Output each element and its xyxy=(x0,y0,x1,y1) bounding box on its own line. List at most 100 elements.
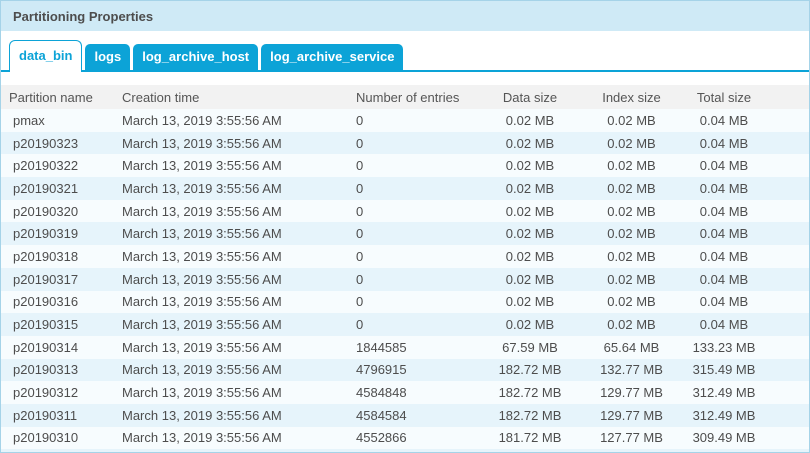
cell: 0.02 MB xyxy=(505,294,555,310)
cell: March 13, 2019 3:55:56 AM xyxy=(122,271,282,287)
cell: p20190314 xyxy=(13,339,79,355)
table-row: p20190321 March 13, 2019 3:55:56 AM 0 0.02 … xyxy=(1,177,809,200)
column-header-total-size: Total size xyxy=(684,85,809,109)
tab-log_archive_service[interactable]: log_archive_service xyxy=(261,44,404,70)
column-header-index-size: Index size xyxy=(579,85,684,109)
table-row: p20190322 March 13, 2019 3:55:56 AM 0 0.02 … xyxy=(1,154,809,178)
cell: p20190310 xyxy=(13,430,79,446)
cell: March 13, 2019 3:55:56 AM xyxy=(122,226,282,242)
cell: 0 xyxy=(356,135,364,151)
cell: 0 xyxy=(356,226,364,242)
cell: 315.49 MB xyxy=(692,362,756,378)
cell xyxy=(579,449,684,452)
cell: 0 xyxy=(356,112,364,128)
cell: 0.02 MB xyxy=(607,271,656,287)
cell: 1844585 xyxy=(356,339,407,355)
tab-data_bin[interactable]: data_bin xyxy=(9,40,83,72)
cell: March 13, 2019 3:55:56 AM xyxy=(122,248,282,264)
cell: p20190320 xyxy=(13,203,79,219)
cell: 4552866 xyxy=(356,430,407,446)
cell: 0.04 MB xyxy=(699,135,749,151)
partial-row xyxy=(1,449,809,452)
cell: 4796915 xyxy=(356,362,407,378)
cell: p20190311 xyxy=(13,407,78,423)
cell: 133.23 MB xyxy=(692,339,756,355)
tab-log_archive_host[interactable]: log_archive_host xyxy=(133,44,259,70)
cell xyxy=(116,449,348,452)
partitions-table: Partition name Creation time Number of ent… xyxy=(1,85,809,452)
cell: p20190319 xyxy=(13,226,79,242)
table-row: pmax March 13, 2019 3:55:56 AM 0 0.02 MB 0.0… xyxy=(1,109,809,132)
column-header-data-size: Data size xyxy=(481,85,579,109)
table-row: p20190316 March 13, 2019 3:55:56 AM 0 0.02 … xyxy=(1,290,809,314)
cell: 0.02 MB xyxy=(505,317,555,333)
cell: p20190322 xyxy=(13,158,79,174)
cell: 0.04 MB xyxy=(699,112,749,128)
table-row: p20190323 March 13, 2019 3:55:56 AM 0 0.02 … xyxy=(1,131,809,155)
cell: 67.59 MB xyxy=(502,339,558,355)
cell: 182.72 MB xyxy=(498,362,562,378)
cell: 0.04 MB xyxy=(699,294,749,310)
cell: 0.02 MB xyxy=(505,203,555,219)
cell: 0 xyxy=(356,271,364,287)
cell: March 13, 2019 3:55:56 AM xyxy=(122,339,282,355)
cell: 0.02 MB xyxy=(607,203,656,219)
cell: p20190317 xyxy=(13,271,79,287)
cell: 0 xyxy=(356,294,364,310)
cell: 182.72 MB xyxy=(498,407,562,423)
cell: 0.02 MB xyxy=(505,112,555,128)
cell: 309.49 MB xyxy=(692,430,756,446)
cell: 0.02 MB xyxy=(607,294,656,310)
table-row: p20190317 March 13, 2019 3:55:56 AM 0 0.02 … xyxy=(1,267,809,291)
cell: 0 xyxy=(356,158,364,174)
cell: 0.02 MB xyxy=(607,226,656,242)
cell: 0.02 MB xyxy=(607,180,656,196)
column-header-number-of-entries: Number of entries xyxy=(348,85,481,109)
cell xyxy=(348,449,481,452)
table-row: p20190311 March 13, 2019 3:55:56 AM 458458… xyxy=(1,403,809,427)
cell: 0.04 MB xyxy=(699,203,749,219)
cell: 0.02 MB xyxy=(505,226,555,242)
cell: March 13, 2019 3:55:56 AM xyxy=(122,317,282,333)
cell: p20190321 xyxy=(13,180,79,196)
cell: 0 xyxy=(356,317,364,333)
cell: 312.49 MB xyxy=(692,407,756,423)
table-row: p20190318 March 13, 2019 3:55:56 AM 0 0.02 … xyxy=(1,245,809,268)
table-body: pmax March 13, 2019 3:55:56 AM 0 0.02 MB 0.0… xyxy=(1,109,809,452)
tab-bar: data_bin logs log_archive_host log_archive_… xyxy=(1,38,809,72)
cell: 0.04 MB xyxy=(699,158,749,174)
cell: 0.02 MB xyxy=(607,112,656,128)
cell: 127.77 MB xyxy=(600,430,663,446)
cell: 0.02 MB xyxy=(505,271,555,287)
cell: 132.77 MB xyxy=(600,362,663,378)
cell: 129.77 MB xyxy=(600,385,663,401)
cell: March 13, 2019 3:55:56 AM xyxy=(122,407,282,423)
cell: 0.02 MB xyxy=(505,248,555,264)
table-row: p20190314 March 13, 2019 3:55:56 AM 184458… xyxy=(1,335,809,359)
cell: 0 xyxy=(356,248,364,264)
cell xyxy=(481,449,579,452)
cell: 0.04 MB xyxy=(699,226,749,242)
cell: 4584584 xyxy=(356,407,407,423)
cell: March 13, 2019 3:55:56 AM xyxy=(122,112,282,128)
cell: March 13, 2019 3:55:56 AM xyxy=(122,180,282,196)
cell: March 13, 2019 3:55:56 AM xyxy=(122,385,282,401)
cell: 129.77 MB xyxy=(600,407,663,423)
cell: 0.04 MB xyxy=(699,271,749,287)
cell: 0.02 MB xyxy=(607,248,656,264)
cell: 0.02 MB xyxy=(505,180,555,196)
cell: p20190316 xyxy=(13,294,79,310)
cell: p20190315 xyxy=(13,317,79,333)
cell: March 13, 2019 3:55:56 AM xyxy=(122,135,282,151)
cell: March 13, 2019 3:55:56 AM xyxy=(122,294,282,310)
cell: p20190323 xyxy=(13,135,79,151)
column-header-creation-time: Creation time xyxy=(116,85,348,109)
cell xyxy=(1,449,116,452)
cell: 0.02 MB xyxy=(505,158,555,174)
cell: p20190318 xyxy=(13,248,79,264)
cell: 0.02 MB xyxy=(607,317,656,333)
cell: 182.72 MB xyxy=(498,385,562,401)
table-row: p20190313 March 13, 2019 3:55:56 AM 479691… xyxy=(1,358,809,382)
tab-logs[interactable]: logs xyxy=(85,44,131,70)
